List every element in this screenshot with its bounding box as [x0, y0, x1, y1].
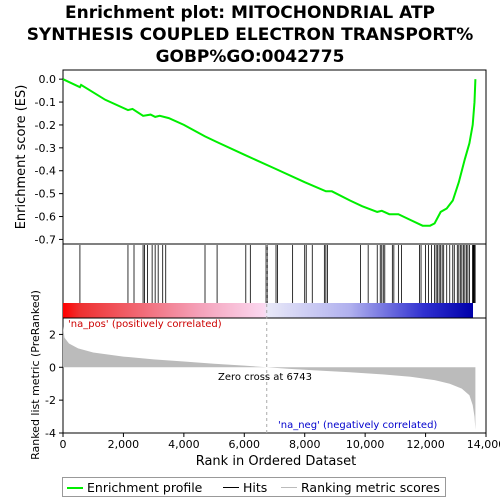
x-tick-label: 12,000 — [406, 438, 445, 451]
enrichment-profile-line — [62, 78, 477, 227]
x-tick-label: 14,000 — [467, 438, 500, 451]
metric-y-ticks: 2 0 -2 -4 — [45, 328, 63, 440]
x-tick-label: 4,000 — [168, 438, 200, 451]
x-tick-label: 0 — [60, 438, 67, 451]
chart-title: Enrichment plot: MITOCHONDRIAL ATP SYNTH… — [0, 2, 500, 68]
metric-panel: 2 0 -2 -4 Zero cross at 6743 'na_pos' (posi… — [45, 244, 487, 440]
x-axis-ticks: 0 2,000 4,000 6,000 8,000 10,000 12,000 14,000 — [60, 433, 500, 451]
legend-item-enrichment: Enrichment profile — [67, 480, 202, 495]
es-y-tick-label: -0.1 — [35, 96, 56, 109]
es-y-tick-label: 0.0 — [39, 73, 57, 86]
hits-panel — [62, 243, 487, 319]
legend-label-metric: Ranking metric scores — [301, 480, 440, 495]
legend: Enrichment profile Hits Ranking metric s… — [62, 477, 446, 497]
legend-swatch-metric — [281, 487, 297, 488]
legend-swatch-enrichment — [67, 486, 83, 489]
es-panel: 0.0 -0.1 -0.2 -0.3 -0.4 -0.5 -0.6 -0.7 — [35, 69, 487, 246]
es-y-axis-label: Enrichment score (ES) — [14, 85, 29, 230]
es-y-tick-label: -0.3 — [35, 142, 56, 155]
x-tick-label: 6,000 — [229, 438, 261, 451]
zero-cross-label: Zero cross at 6743 — [218, 372, 312, 383]
rank-color-bar — [63, 303, 473, 318]
x-tick-label: 10,000 — [346, 438, 385, 451]
legend-item-hits: Hits — [223, 480, 267, 495]
x-axis-label: Rank in Ordered Dataset — [196, 454, 357, 469]
metric-y-tick-label: -2 — [45, 394, 56, 407]
hit-marks — [79, 245, 476, 303]
es-y-tick-label: -0.4 — [35, 165, 56, 178]
metric-y-tick-label: 2 — [49, 328, 56, 341]
chart-title-line-2: SYNTHESIS COUPLED ELECTRON TRANSPORT% — [26, 25, 474, 45]
es-y-tick-label: -0.7 — [35, 233, 56, 246]
legend-label-enrichment: Enrichment profile — [87, 480, 203, 495]
x-tick-label: 8,000 — [289, 438, 321, 451]
neg-label: 'na_neg' (negatively correlated) — [278, 420, 437, 431]
chart-title-line-3: GOBP%GO:0042775 — [155, 47, 345, 67]
metric-y-tick-label: -4 — [45, 427, 56, 440]
es-y-tick-label: -0.6 — [35, 211, 56, 224]
metric-y-tick-label: 0 — [49, 361, 56, 374]
chart-title-line-1: Enrichment plot: MITOCHONDRIAL ATP — [64, 3, 435, 23]
es-panel-frame — [62, 69, 487, 245]
x-tick-label: 2,000 — [108, 438, 140, 451]
es-y-tick-label: -0.5 — [35, 188, 56, 201]
legend-label-hits: Hits — [243, 480, 268, 495]
metric-y-axis-label: Ranked list metric (PreRanked) — [29, 290, 42, 460]
legend-item-metric: Ranking metric scores — [281, 480, 440, 495]
pos-label: 'na_pos' (positively correlated) — [68, 319, 222, 330]
legend-swatch-hits — [223, 487, 239, 488]
es-y-ticks: 0.0 -0.1 -0.2 -0.3 -0.4 -0.5 -0.6 -0.7 — [35, 73, 63, 246]
es-y-tick-label: -0.2 — [35, 119, 56, 132]
